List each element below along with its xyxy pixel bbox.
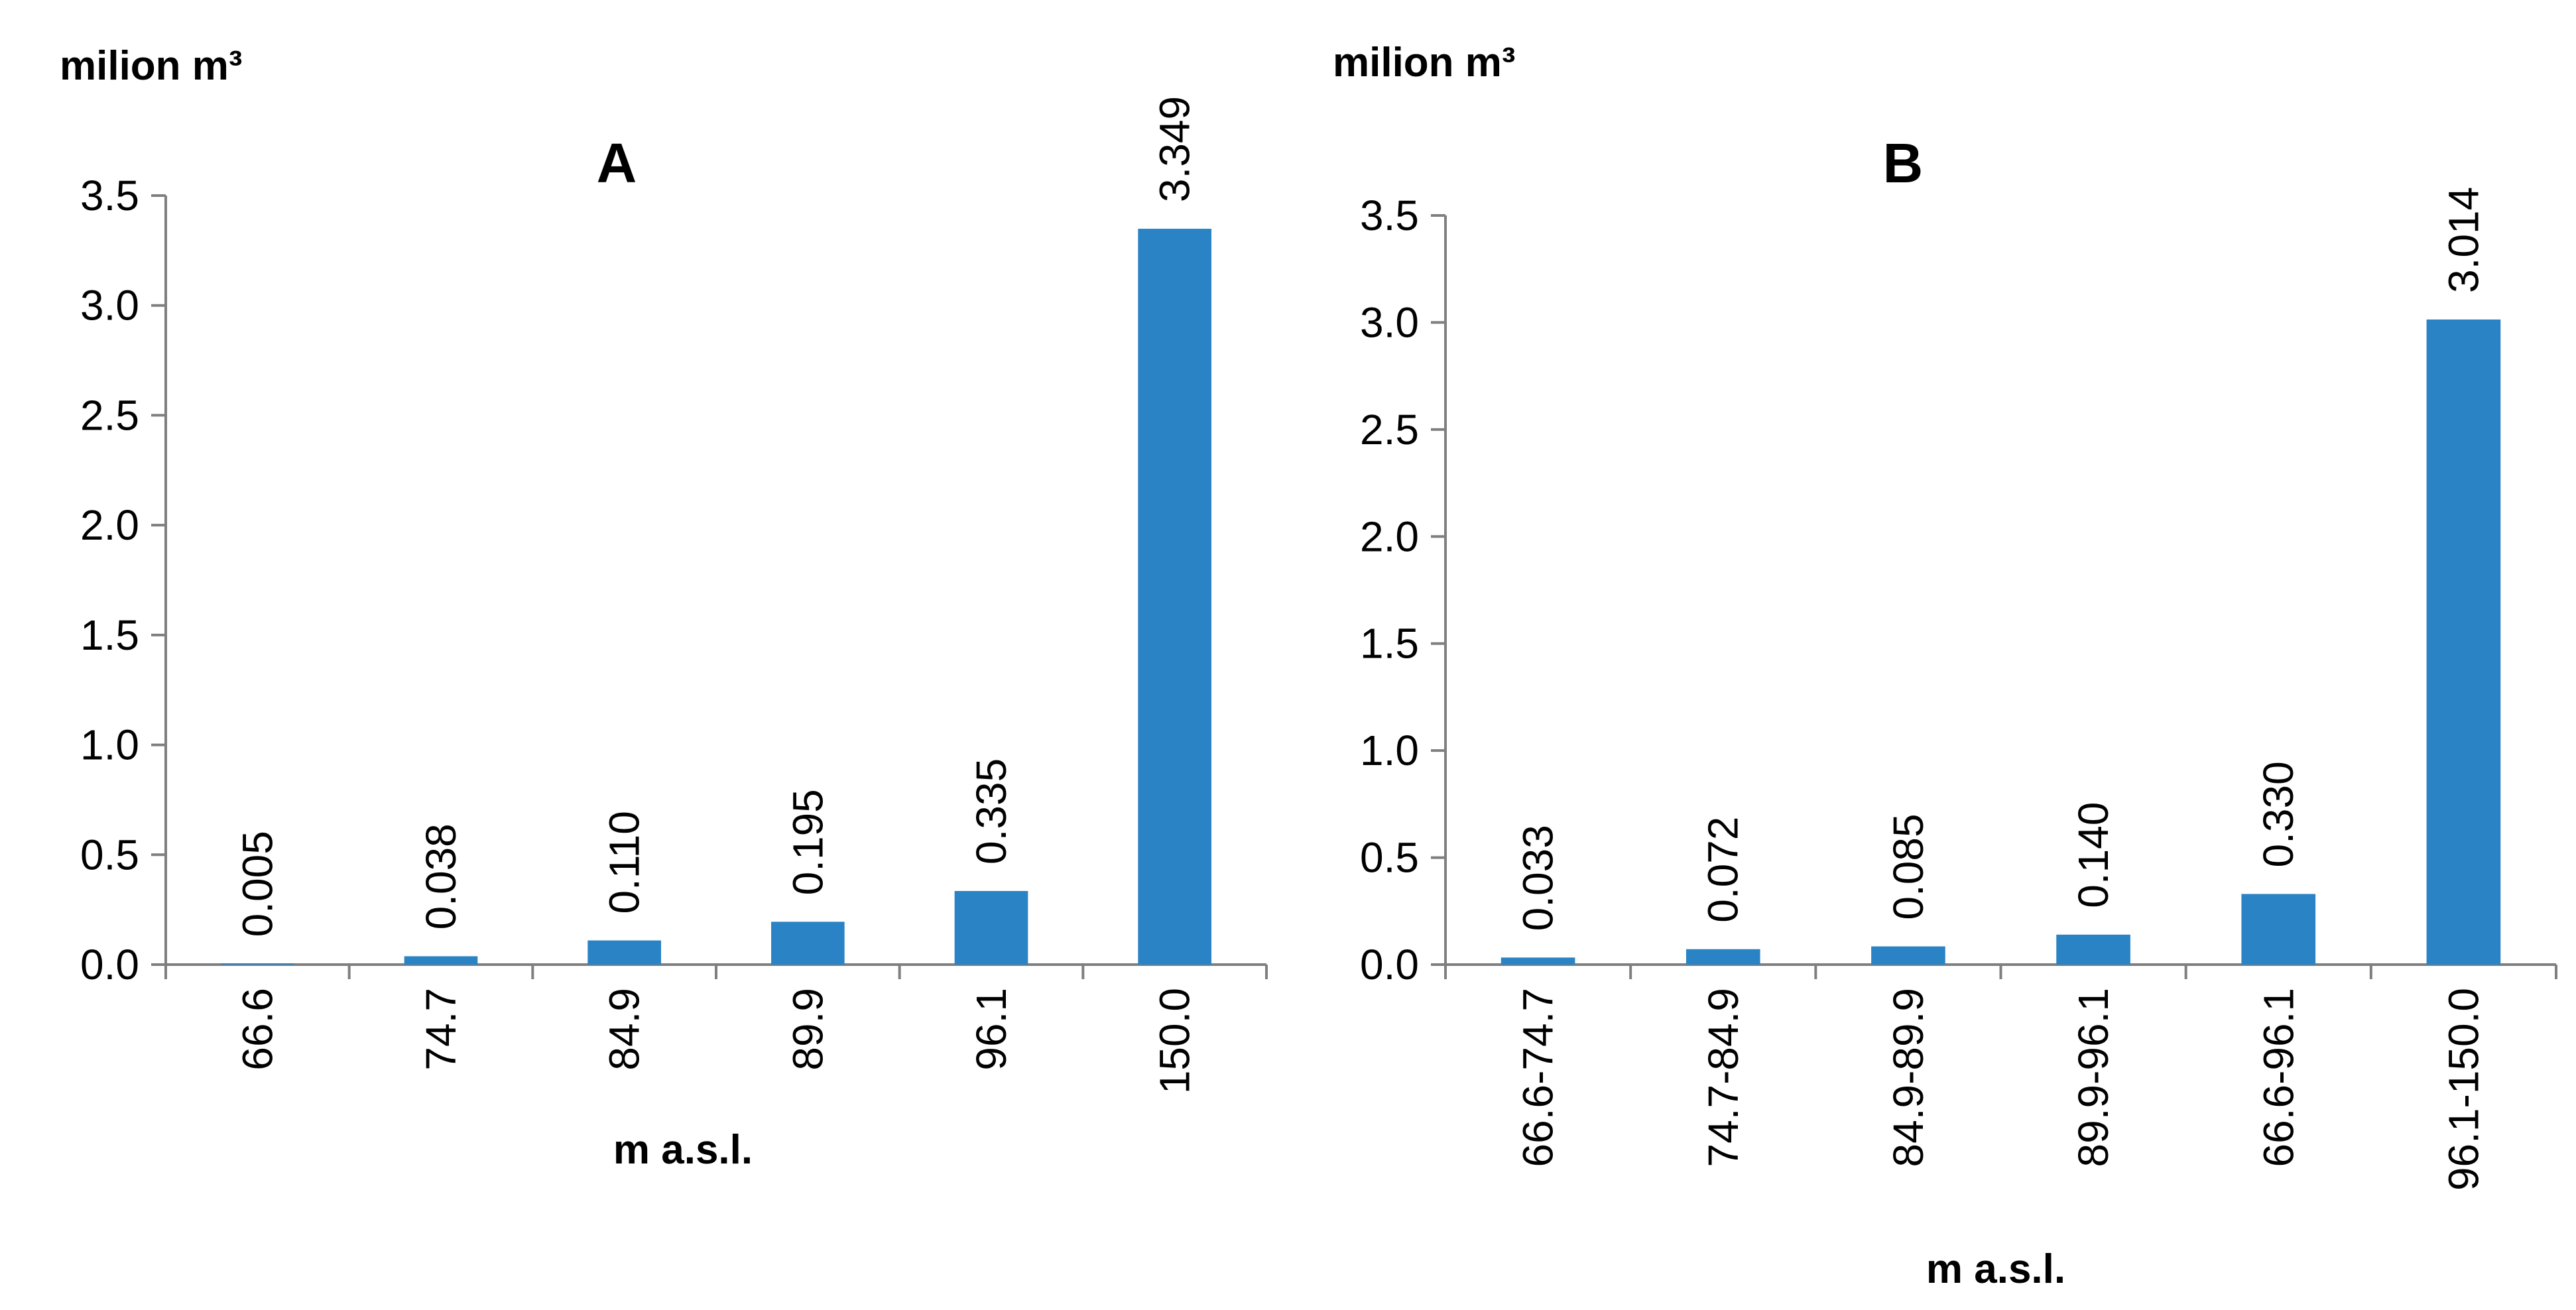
bar-value-label: 0.110 (601, 811, 648, 914)
bar (587, 940, 661, 965)
x-axis-label: m a.s.l. (1926, 1246, 2065, 1292)
y-tick-label: 1.0 (80, 721, 139, 769)
bar (2056, 934, 2130, 965)
bar (404, 956, 478, 965)
bar-value-label: 0.005 (233, 831, 281, 937)
x-category-label: 66.6-74.7 (1514, 988, 1562, 1167)
y-tick-label: 1.0 (1360, 727, 1419, 774)
bar (1138, 229, 1211, 965)
y-tick-label: 3.5 (1360, 192, 1419, 239)
bar (954, 890, 1028, 965)
x-category-label: 89.9 (784, 988, 831, 1071)
y-tick-label: 0.0 (1360, 941, 1419, 988)
x-category-label: 66.6 (233, 988, 281, 1071)
x-category-label: 74.7-84.9 (1699, 988, 1747, 1167)
bar-value-label: 0.330 (2254, 761, 2302, 867)
bar (2241, 894, 2316, 965)
bar (1686, 949, 1760, 965)
bar-value-label: 0.038 (417, 823, 465, 929)
y-tick-label: 3.0 (1360, 298, 1419, 346)
bar (221, 963, 294, 965)
x-category-label: 96.1 (967, 988, 1015, 1071)
x-category-label: 84.9 (601, 988, 648, 1071)
bar (771, 922, 845, 965)
y-tick-label: 3.0 (80, 282, 139, 329)
x-axis-label: m a.s.l. (613, 1127, 753, 1173)
y-tick-label: 2.0 (1360, 512, 1419, 560)
y-tick-label: 1.5 (1360, 620, 1419, 668)
bar-value-label: 0.335 (967, 758, 1015, 864)
panel-title: A (597, 132, 637, 194)
bar-value-label: 0.085 (1884, 813, 1932, 920)
y-tick-label: 0.5 (80, 831, 139, 878)
bar-value-label: 3.349 (1151, 96, 1199, 202)
y-tick-label: 0.5 (1360, 834, 1419, 882)
y-unit-label: milion m³ (1333, 40, 1516, 86)
panel-title: B (1883, 132, 1924, 194)
y-tick-label: 3.5 (80, 172, 139, 219)
bar-value-label: 0.140 (2069, 802, 2117, 908)
x-category-label: 150.0 (1151, 988, 1199, 1094)
bar (1871, 946, 1945, 965)
bar (1501, 957, 1575, 965)
y-tick-label: 2.5 (1360, 406, 1419, 453)
x-category-label: 84.9-89.9 (1884, 988, 1932, 1167)
bar-value-label: 0.195 (784, 789, 831, 895)
bar-value-label: 0.033 (1514, 825, 1562, 931)
x-category-label: 89.9-96.1 (2069, 988, 2117, 1167)
x-category-label: 74.7 (417, 988, 465, 1071)
y-tick-label: 2.0 (80, 501, 139, 549)
bar-value-label: 3.014 (2439, 187, 2487, 293)
y-tick-label: 2.5 (80, 391, 139, 439)
y-tick-label: 0.0 (80, 941, 139, 988)
x-category-label: 66.6-96.1 (2254, 988, 2302, 1167)
bar-value-label: 0.072 (1699, 817, 1747, 923)
y-unit-label: milion m³ (60, 43, 243, 89)
y-tick-label: 1.5 (80, 611, 139, 659)
bar (2426, 319, 2501, 965)
x-category-label: 96.1-150.0 (2439, 988, 2487, 1191)
